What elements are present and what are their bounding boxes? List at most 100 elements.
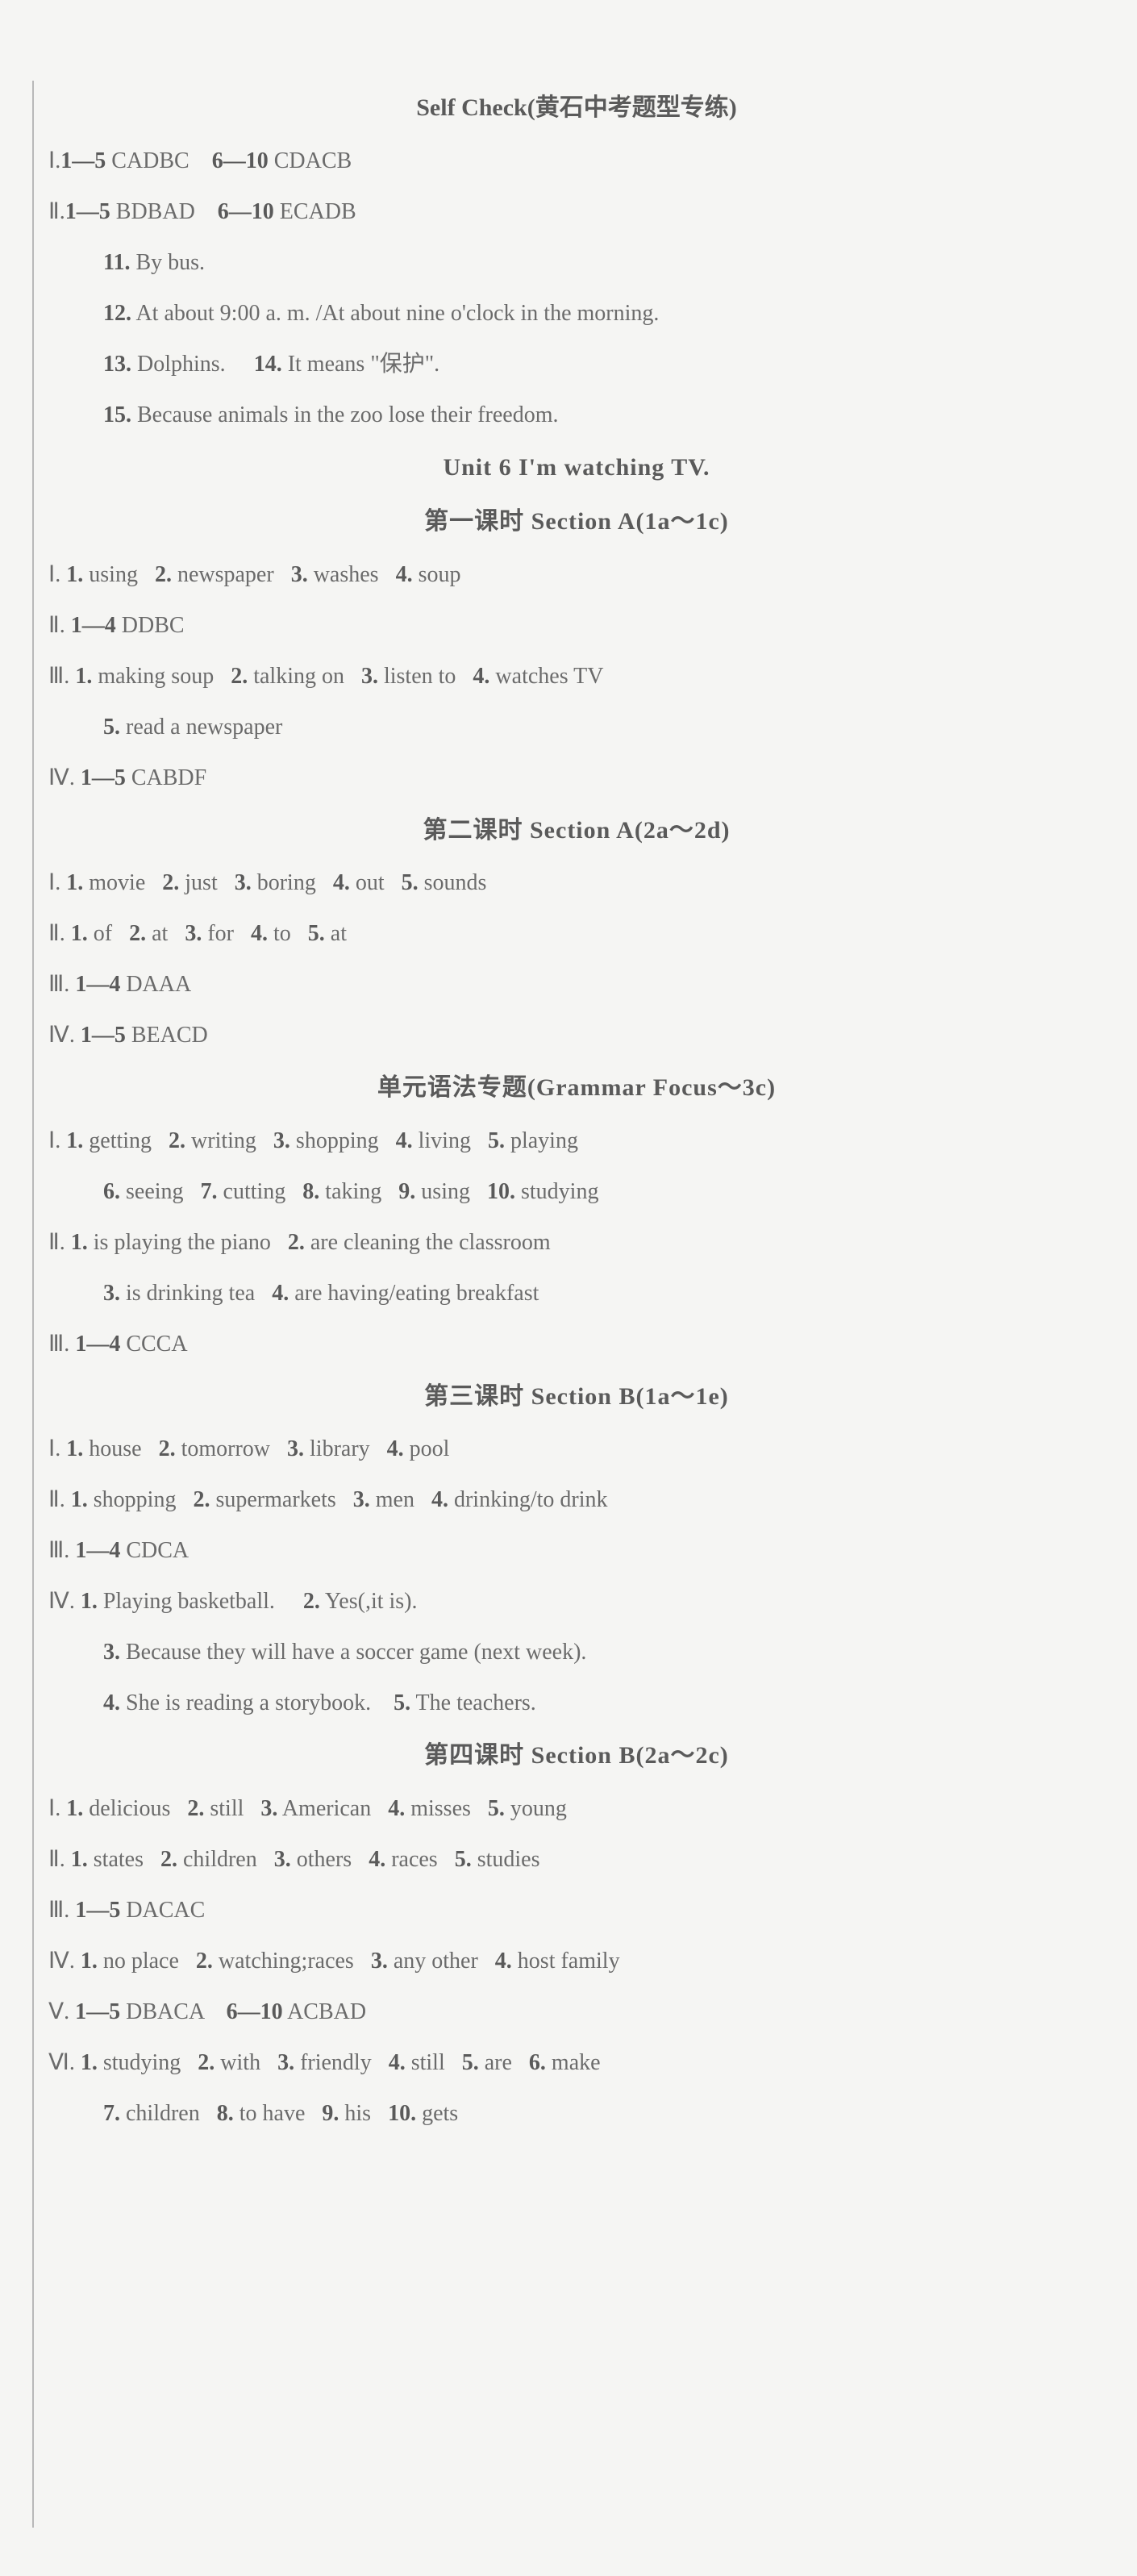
a: is drinking tea bbox=[120, 1281, 255, 1306]
answers: DACAC bbox=[120, 1898, 205, 1923]
n: 2. bbox=[159, 1436, 176, 1461]
a: making soup bbox=[92, 664, 214, 689]
a: with bbox=[214, 2050, 260, 2075]
roman: Ⅰ. bbox=[48, 1128, 60, 1153]
answers: CDACB bbox=[269, 148, 352, 173]
a: soup bbox=[413, 562, 461, 587]
a: watches TV bbox=[489, 664, 603, 689]
n: 9. bbox=[398, 1179, 415, 1204]
answers: CDCA bbox=[120, 1538, 189, 1563]
n: 2. bbox=[198, 2050, 214, 2075]
range: 1—4 bbox=[65, 613, 116, 638]
a: men bbox=[370, 1487, 414, 1512]
n: 2. bbox=[193, 1487, 210, 1512]
a: washes bbox=[308, 562, 379, 587]
l3-r2: Ⅱ. 1. shopping 2. supermarkets 3. men 4.… bbox=[48, 1474, 1105, 1525]
answers: CCCA bbox=[120, 1332, 187, 1357]
l4-r1: Ⅰ. 1. delicious 2. still 3. American 4. … bbox=[48, 1783, 1105, 1834]
n: 2. bbox=[162, 870, 179, 895]
n: 6. bbox=[529, 2050, 546, 2075]
a: pool bbox=[404, 1436, 450, 1461]
a: are cleaning the classroom bbox=[305, 1230, 551, 1255]
a: others bbox=[291, 1847, 352, 1872]
a: children bbox=[177, 1847, 257, 1872]
n: 8. bbox=[302, 1179, 319, 1204]
n: 3. bbox=[277, 2050, 294, 2075]
range-1-5: 1—5 bbox=[65, 199, 110, 224]
a: friendly bbox=[294, 2050, 372, 2075]
n: 1. bbox=[60, 870, 83, 895]
n: 1. bbox=[69, 664, 92, 689]
answer: By bus. bbox=[130, 250, 205, 275]
roman-1: Ⅰ. bbox=[48, 148, 60, 173]
l4-r5: Ⅴ. 1—5 DBACA 6—10 ACBAD bbox=[48, 1986, 1105, 2037]
a: cutting bbox=[218, 1179, 286, 1204]
a: are having/eating breakfast bbox=[289, 1281, 539, 1306]
lesson2-title: 第二课时 Section A(2a～2d) bbox=[48, 803, 1105, 858]
n: 4. bbox=[333, 870, 350, 895]
a: taking bbox=[319, 1179, 381, 1204]
roman: Ⅱ. bbox=[48, 613, 65, 638]
a: still bbox=[406, 2050, 445, 2075]
a: studies bbox=[472, 1847, 540, 1872]
n: 5. bbox=[488, 1128, 505, 1153]
roman: Ⅱ. bbox=[48, 921, 65, 946]
a: races bbox=[385, 1847, 438, 1872]
a: She is reading a storybook. bbox=[120, 1690, 371, 1715]
n: 4. bbox=[272, 1281, 289, 1306]
a: listen to bbox=[378, 664, 456, 689]
a: is playing the piano bbox=[88, 1230, 271, 1255]
roman: Ⅲ. bbox=[48, 972, 69, 997]
n: 4. bbox=[396, 1128, 413, 1153]
l4-r6: Ⅵ. 1. studying 2. with 3. friendly 4. st… bbox=[48, 2037, 1105, 2088]
roman: Ⅳ. bbox=[48, 1949, 75, 1974]
document-content: Self Check(黄石中考题型专练) Ⅰ.1—5 CADBC 6—10 CD… bbox=[48, 81, 1105, 2139]
answers: BEACD bbox=[126, 1023, 208, 1048]
l1-r3b: 5. read a newspaper bbox=[103, 702, 1105, 752]
num: 13. bbox=[103, 352, 131, 377]
l3-r3: Ⅲ. 1—4 CDCA bbox=[48, 1525, 1105, 1576]
n: 9. bbox=[322, 2101, 339, 2126]
n: 4. bbox=[369, 1847, 385, 1872]
n: 3. bbox=[185, 921, 202, 946]
grammar-title: 单元语法专题(Grammar Focus～3c) bbox=[48, 1061, 1105, 1115]
answers: ACBAD bbox=[283, 1999, 366, 2024]
range: 1—4 bbox=[69, 972, 120, 997]
l1-r4: Ⅳ. 1—5 CABDF bbox=[48, 752, 1105, 803]
n: 1. bbox=[60, 1796, 83, 1821]
a: playing bbox=[505, 1128, 578, 1153]
unit6-title: Unit 6 I'm watching TV. bbox=[48, 440, 1105, 495]
self-check-row2: Ⅱ.1—5 BDBAD 6—10 ECADB bbox=[48, 186, 1105, 237]
range: 1—5 bbox=[75, 1023, 126, 1048]
a: using bbox=[83, 562, 138, 587]
roman: Ⅱ. bbox=[48, 1230, 65, 1255]
a: host family bbox=[512, 1949, 620, 1974]
g-r3: Ⅲ. 1—4 CCCA bbox=[48, 1319, 1105, 1369]
n: 1. bbox=[60, 1128, 83, 1153]
answer: Because animals in the zoo lose their fr… bbox=[131, 402, 558, 427]
a: delicious bbox=[83, 1796, 170, 1821]
answers: DBACA bbox=[120, 1999, 203, 2024]
roman: Ⅵ. bbox=[48, 2050, 75, 2075]
n: 4. bbox=[103, 1690, 120, 1715]
l1-r2: Ⅱ. 1—4 DDBC bbox=[48, 600, 1105, 651]
n: 4. bbox=[431, 1487, 448, 1512]
a: library bbox=[304, 1436, 370, 1461]
l4-r6b: 7. children 8. to have 9. his 10. gets bbox=[103, 2088, 1105, 2139]
a: house bbox=[83, 1436, 141, 1461]
n: 2. bbox=[288, 1230, 305, 1255]
l3-r4: Ⅳ. 1. Playing basketball. 2. Yes(,it is)… bbox=[48, 1576, 1105, 1627]
roman: Ⅳ. bbox=[48, 1023, 75, 1048]
vertical-divider bbox=[32, 81, 34, 2528]
num: 14. bbox=[254, 352, 282, 377]
n: 1. bbox=[65, 1230, 88, 1255]
n: 3. bbox=[361, 664, 378, 689]
a: supermarkets bbox=[210, 1487, 335, 1512]
n: 3. bbox=[235, 870, 252, 895]
range-1-5: 1—5 bbox=[60, 148, 106, 173]
range: 6—10 bbox=[227, 1999, 283, 2024]
n: 1. bbox=[75, 1949, 98, 1974]
a: to have bbox=[234, 2101, 306, 2126]
a: writing bbox=[185, 1128, 256, 1153]
n: 1. bbox=[60, 1436, 83, 1461]
